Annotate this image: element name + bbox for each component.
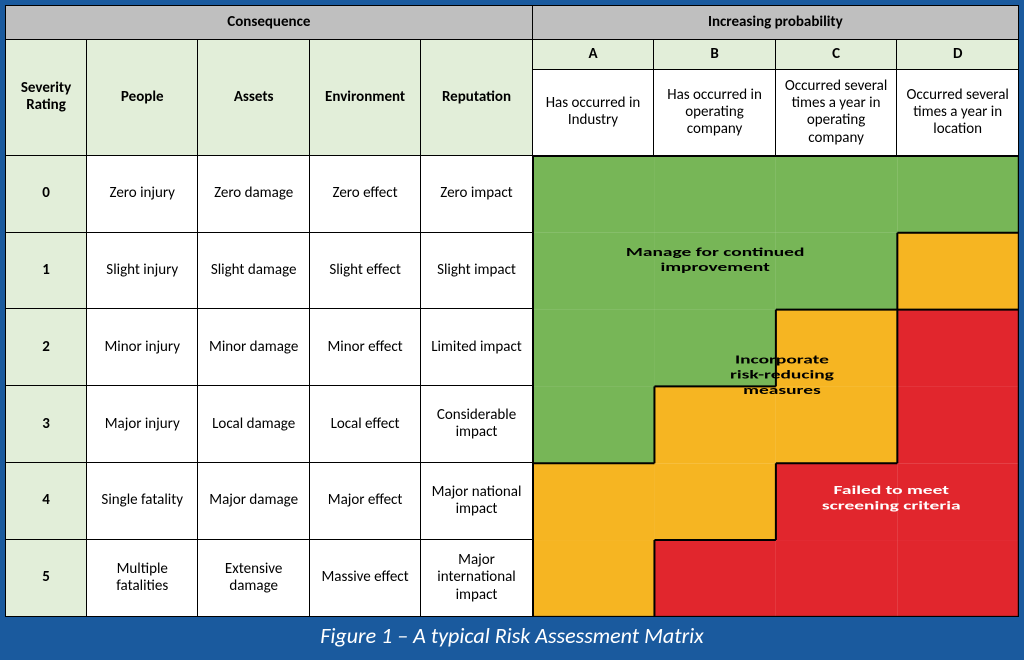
yellow-zone bbox=[533, 232, 1019, 616]
row2-people: Minor injury bbox=[87, 309, 198, 386]
yellow-label: Incorporaterisk-reducingmeasures bbox=[730, 352, 834, 397]
sev-5: 5 bbox=[6, 540, 87, 617]
row4-assets: Major damage bbox=[198, 463, 309, 540]
row5-assets: Extensive damage bbox=[198, 540, 309, 617]
risk-matrix-table: Consequence Increasing probability Sever… bbox=[5, 5, 1019, 617]
row1-assets: Slight damage bbox=[198, 232, 309, 309]
col-d: D bbox=[897, 39, 1019, 70]
row5-rep: Major international impact bbox=[421, 540, 532, 617]
row0-people: Zero injury bbox=[87, 155, 198, 232]
desc-c: Occurred several times a year in operati… bbox=[775, 70, 897, 156]
header-consequence: Consequence bbox=[6, 6, 533, 40]
row1-rep: Slight impact bbox=[421, 232, 532, 309]
green-label: Manage for continuedimprovement bbox=[626, 245, 804, 275]
col-c: C bbox=[775, 39, 897, 70]
figure-frame: Consequence Increasing probability Sever… bbox=[0, 0, 1024, 660]
row3-env: Local effect bbox=[309, 386, 420, 463]
row2-env: Minor effect bbox=[309, 309, 420, 386]
row2-rep: Limited impact bbox=[421, 309, 532, 386]
header-severity-rating: Severity Rating bbox=[6, 39, 87, 155]
row0-assets: Zero damage bbox=[198, 155, 309, 232]
row5-env: Massive effect bbox=[309, 540, 420, 617]
green-zone bbox=[533, 156, 1019, 463]
desc-d: Occurred several times a year in locatio… bbox=[897, 70, 1019, 156]
figure-caption: Figure 1 – A typical Risk Assessment Mat… bbox=[5, 617, 1019, 655]
row3-rep: Considerable impact bbox=[421, 386, 532, 463]
col-a: A bbox=[532, 39, 654, 70]
row4-env: Major effect bbox=[309, 463, 420, 540]
header-probability: Increasing probability bbox=[532, 6, 1018, 40]
row0-rep: Zero impact bbox=[421, 155, 532, 232]
matrix-container: Consequence Increasing probability Sever… bbox=[5, 5, 1019, 617]
row4-rep: Major national impact bbox=[421, 463, 532, 540]
sev-1: 1 bbox=[6, 232, 87, 309]
risk-zone-overlay: Manage for continuedimprovement Incorpor… bbox=[533, 156, 1019, 617]
row1-env: Slight effect bbox=[309, 232, 420, 309]
col-b: B bbox=[654, 39, 776, 70]
row4-people: Single fatality bbox=[87, 463, 198, 540]
col-reputation: Reputation bbox=[421, 39, 532, 155]
row1-people: Slight injury bbox=[87, 232, 198, 309]
sev-3: 3 bbox=[6, 386, 87, 463]
row5-people: Multiple fatalities bbox=[87, 540, 198, 617]
row2-assets: Minor damage bbox=[198, 309, 309, 386]
desc-a: Has occurred in Industry bbox=[532, 70, 654, 156]
red-label: Failed to meetscreening criteria bbox=[822, 483, 961, 513]
row0-env: Zero effect bbox=[309, 155, 420, 232]
col-assets: Assets bbox=[198, 39, 309, 155]
row3-assets: Local damage bbox=[198, 386, 309, 463]
row3-people: Major injury bbox=[87, 386, 198, 463]
sev-2: 2 bbox=[6, 309, 87, 386]
risk-svg: Manage for continuedimprovement Incorpor… bbox=[533, 156, 1019, 617]
sev-0: 0 bbox=[6, 155, 87, 232]
col-people: People bbox=[87, 39, 198, 155]
red-zone bbox=[654, 309, 1018, 616]
col-environment: Environment bbox=[309, 39, 420, 155]
desc-b: Has occurred in operating company bbox=[654, 70, 776, 156]
sev-4: 4 bbox=[6, 463, 87, 540]
